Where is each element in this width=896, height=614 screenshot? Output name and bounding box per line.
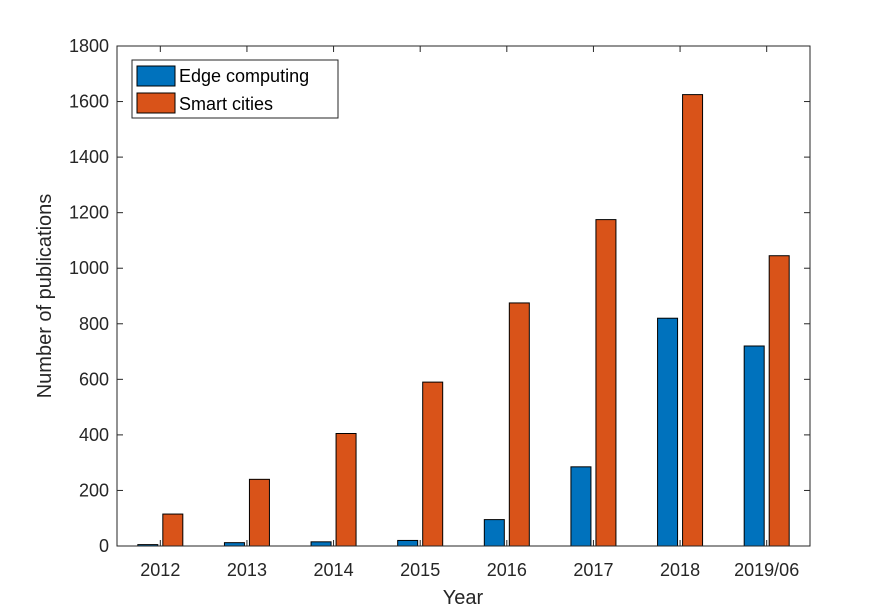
y-axis: 0 200 400 600 800 1000 1200 1400 1600 1800 xyxy=(69,36,810,556)
bar-edge-computing-2014 xyxy=(310,541,332,547)
x-axis-title: Year xyxy=(443,587,484,609)
bar-smart-cities-2019-06 xyxy=(768,255,790,547)
x-tick-label: 2016 xyxy=(487,560,527,580)
bar-smart-cities-2018 xyxy=(682,94,704,547)
legend-label-smart-cities: Smart cities xyxy=(179,94,273,114)
y-tick-label: 1400 xyxy=(69,147,109,167)
bar-smart-cities-2015 xyxy=(422,381,444,547)
bar-smart-cities-2014 xyxy=(335,433,357,547)
bar-edge-computing-2015 xyxy=(397,539,419,547)
x-tick-label: 2017 xyxy=(573,560,613,580)
x-tick-label: 2014 xyxy=(314,560,354,580)
bar-smart-cities-2017 xyxy=(595,219,617,547)
plot-area-frame xyxy=(116,45,811,547)
y-tick-label: 0 xyxy=(99,536,109,556)
bar-edge-computing-2017 xyxy=(570,466,592,547)
bar-smart-cities-2012 xyxy=(162,513,184,547)
y-tick-label: 200 xyxy=(79,480,109,500)
legend: Edge computing Smart cities xyxy=(131,59,339,119)
legend-swatch-edge-computing xyxy=(136,65,176,87)
bar-edge-computing-2019-06 xyxy=(743,345,765,547)
y-tick-label: 800 xyxy=(79,314,109,334)
bar-smart-cities-2013 xyxy=(248,478,270,547)
bars-layer xyxy=(137,94,790,547)
x-tick-label: 2019/06 xyxy=(734,560,799,580)
legend-label-edge-computing: Edge computing xyxy=(179,66,309,86)
bar-edge-computing-2018 xyxy=(657,317,679,547)
y-tick-label: 600 xyxy=(79,369,109,389)
y-axis-title: Number of publications xyxy=(34,194,56,399)
legend-swatch-smart-cities xyxy=(136,92,176,114)
y-tick-label: 400 xyxy=(79,425,109,445)
x-tick-label: 2018 xyxy=(660,560,700,580)
y-tick-label: 1800 xyxy=(69,36,109,56)
y-tick-label: 1200 xyxy=(69,203,109,223)
x-axis: 2012 2013 2014 2015 2016 2017 2018 2019/06 xyxy=(140,46,799,580)
x-tick-label: 2015 xyxy=(400,560,440,580)
x-tick-label: 2012 xyxy=(140,560,180,580)
x-tick-label: 2013 xyxy=(227,560,267,580)
bar-edge-computing-2016 xyxy=(483,519,505,547)
y-tick-label: 1000 xyxy=(69,258,109,278)
bar-smart-cities-2016 xyxy=(508,302,530,547)
y-tick-label: 1600 xyxy=(69,92,109,112)
